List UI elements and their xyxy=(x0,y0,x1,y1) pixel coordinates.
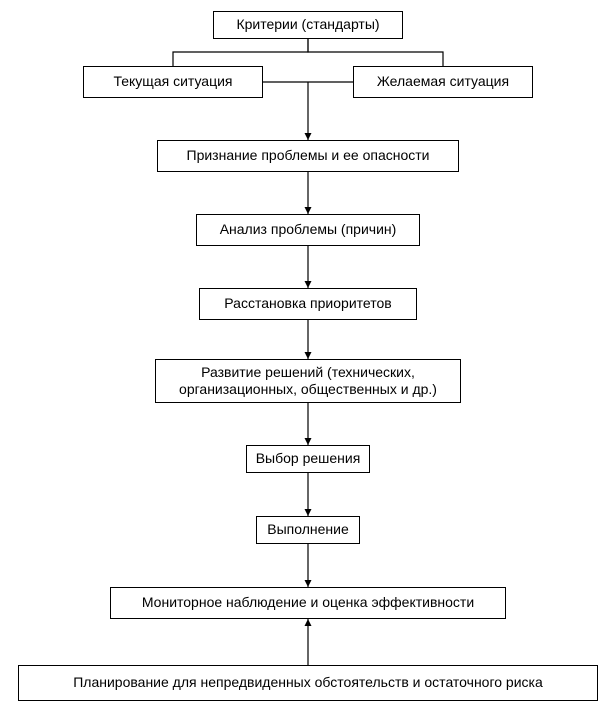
flowchart-node-recognize: Признание проблемы и ее опасности xyxy=(157,140,459,172)
flowchart-node-execute: Выполнение xyxy=(256,516,360,544)
flowchart-node-planning: Планирование для непредвиденных обстояте… xyxy=(18,665,598,701)
flowchart-node-analysis: Анализ проблемы (причин) xyxy=(196,214,420,246)
flowchart-node-priority: Расстановка приоритетов xyxy=(199,288,417,320)
flowchart-node-current: Текущая ситуация xyxy=(83,66,263,98)
flowchart-node-develop: Развитие решений (технических, организац… xyxy=(155,359,461,403)
flowchart-node-criteria: Критерии (стандарты) xyxy=(213,11,403,39)
flowchart-node-choice: Выбор решения xyxy=(246,445,370,473)
flowchart-node-monitor: Мониторное наблюдение и оценка эффективн… xyxy=(110,587,506,619)
flowchart-node-desired: Желаемая ситуация xyxy=(353,66,533,98)
